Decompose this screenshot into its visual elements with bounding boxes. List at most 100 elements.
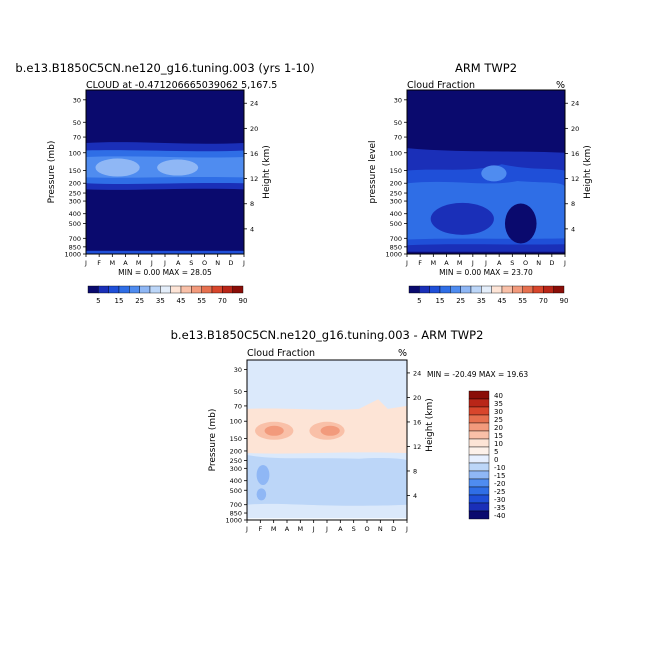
x-tick-label: J (405, 259, 408, 267)
y-tick-label: 1000 (385, 251, 402, 259)
min-max-stats: MIN = 0.00 MAX = 23.70 (439, 268, 533, 277)
colorbar-label: 45 (498, 297, 507, 305)
x-tick-label: D (391, 525, 396, 533)
colorbar-swatch (419, 285, 430, 294)
x-tick-label: S (510, 259, 514, 267)
colorbar-label: 20 (494, 424, 503, 432)
x-tick-label: J (242, 259, 245, 267)
y-tick-label: 30 (394, 96, 402, 104)
y-tick-label: 300 (390, 198, 402, 206)
y-right-tick-label: 8 (413, 467, 417, 475)
y-tick-label: 150 (390, 167, 402, 175)
x-tick-label: O (523, 259, 528, 267)
colorbar-swatch (491, 285, 503, 294)
colorbar-label: 10 (494, 440, 503, 448)
chart-title: b.e13.B1850C5CN.ne120_g16.tuning.003 (yr… (15, 61, 314, 75)
y-axis-label: Pressure (mb) (208, 409, 218, 472)
y-tick-label: 200 (230, 447, 242, 455)
colorbar-swatch (468, 486, 490, 496)
colorbar-label: -25 (494, 488, 505, 496)
y-right-tick-label: 24 (571, 100, 579, 108)
colorbar-swatch (98, 285, 109, 294)
y-tick-label: 50 (394, 119, 402, 127)
colorbar-label: -30 (494, 496, 505, 504)
x-tick-label: F (418, 259, 422, 267)
y-tick-label: 70 (234, 402, 242, 410)
colorbar-swatch (553, 285, 565, 294)
colorbar-swatch (468, 422, 490, 432)
x-tick-label: D (549, 259, 554, 267)
colorbar-label: 30 (494, 408, 503, 416)
colorbar-label: 70 (218, 297, 227, 305)
colorbar-swatch (108, 285, 120, 294)
x-tick-label: F (97, 259, 101, 267)
colorbar-swatch (139, 285, 151, 294)
colorbar-swatch (468, 454, 490, 464)
y-right-tick-label: 20 (250, 125, 258, 133)
contour-band (504, 203, 537, 244)
y-tick-label: 500 (69, 220, 81, 228)
y-right-axis-label: Height (km) (583, 145, 593, 199)
contour-max (320, 425, 340, 436)
x-tick-label: M (271, 525, 277, 533)
colorbar-swatch (118, 285, 130, 294)
colorbar-label: -15 (494, 472, 505, 480)
y-tick-label: 850 (390, 243, 402, 251)
x-tick-label: S (352, 525, 356, 533)
y-tick-label: 50 (73, 119, 81, 127)
chart-subtitle-left: Cloud Fraction (247, 348, 315, 359)
y-right-tick-label: 4 (571, 225, 575, 233)
colorbar-swatch (532, 285, 544, 294)
colorbar-swatch (468, 462, 490, 472)
x-tick-label: O (202, 259, 207, 267)
y-tick-label: 1000 (64, 251, 81, 259)
y-tick-label: 400 (69, 210, 81, 218)
min-max-stats: MIN = 0.00 MAX = 28.05 (118, 268, 212, 277)
y-tick-label: 400 (230, 477, 242, 485)
colorbar-label: 55 (197, 297, 206, 305)
contour-max (264, 425, 284, 436)
y-tick-label: 700 (390, 235, 402, 243)
colorbar-label: -10 (494, 464, 505, 472)
chart-subtitle-right: % (556, 80, 565, 91)
y-right-tick-label: 12 (413, 443, 421, 451)
x-tick-label: D (228, 259, 233, 267)
colorbar-swatch (468, 446, 490, 456)
colorbar-swatch (501, 285, 513, 294)
colorbar-swatch (468, 390, 490, 400)
colorbar-label: 35 (477, 297, 486, 305)
x-tick-label: J (163, 259, 166, 267)
colorbar-label: 15 (115, 297, 124, 305)
colorbar-swatch (222, 285, 233, 294)
colorbar-label: 35 (156, 297, 165, 305)
colorbar-swatch (470, 285, 482, 294)
colorbar-label: 40 (494, 392, 503, 400)
colorbar-label: -35 (494, 504, 505, 512)
y-tick-label: 30 (73, 96, 81, 104)
surface-layer (86, 250, 244, 254)
y-tick-label: 70 (394, 134, 402, 142)
colorbar-label: 35 (494, 400, 503, 408)
colorbar-swatch (211, 285, 223, 294)
colorbar-label: 90 (239, 297, 248, 305)
y-right-tick-label: 16 (250, 150, 258, 158)
colorbar-label: 15 (494, 432, 503, 440)
x-tick-label: M (110, 259, 116, 267)
chart-title: ARM TWP2 (455, 61, 517, 75)
y-right-tick-label: 24 (413, 369, 421, 377)
y-tick-label: 100 (69, 149, 81, 157)
surface-layer (247, 518, 407, 520)
colorbar-swatch (170, 285, 182, 294)
y-tick-label: 700 (230, 501, 242, 509)
colorbar-label: 45 (177, 297, 186, 305)
contour-band (430, 202, 494, 235)
y-right-tick-label: 8 (571, 200, 575, 208)
x-tick-label: A (444, 259, 449, 267)
contour-max (157, 159, 199, 176)
y-tick-label: 200 (390, 180, 402, 188)
colorbar-label: 0 (494, 456, 498, 464)
chart-subtitle-left: CLOUD at -0.471206665039062 5,167.5 (86, 80, 277, 91)
colorbar-swatch (468, 430, 490, 440)
x-tick-label: N (215, 259, 220, 267)
colorbar-swatch (481, 285, 492, 294)
